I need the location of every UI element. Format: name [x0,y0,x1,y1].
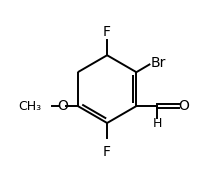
Text: CH₃: CH₃ [19,100,42,112]
Text: F: F [103,145,111,159]
Text: O: O [57,99,68,113]
Text: H: H [152,117,162,130]
Text: Br: Br [151,56,166,70]
Text: F: F [103,25,111,39]
Text: O: O [179,99,189,113]
